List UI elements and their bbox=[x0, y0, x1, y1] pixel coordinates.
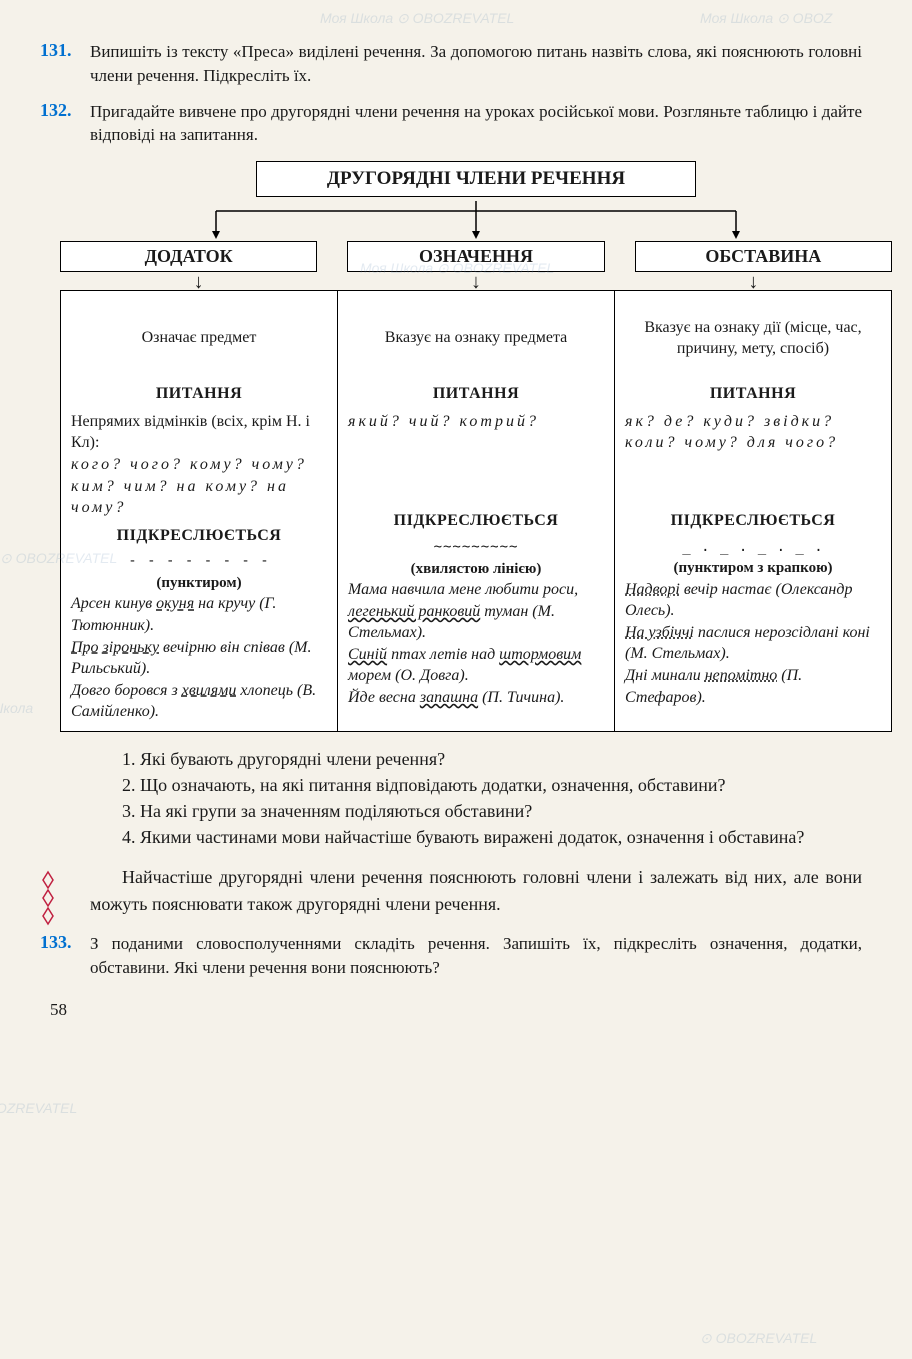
example-sentence: Мама навчила мене любити роси, легенький… bbox=[348, 579, 604, 644]
tree-connector bbox=[86, 201, 866, 241]
exercise-133: 133. З поданими словосполученнями складі… bbox=[90, 932, 862, 980]
watermark: Моя Школа ⊙ OBOZ bbox=[700, 10, 832, 27]
example-sentence: На узбіччі паслися нерозсідлані коні (М.… bbox=[625, 622, 881, 665]
exercise-number: 133. bbox=[40, 932, 72, 953]
question-words: який? чий? котрий? bbox=[348, 411, 604, 433]
section-heading: ПИТАННЯ bbox=[71, 383, 327, 405]
exercise-132: 132. Пригадайте вивчене про другорядні ч… bbox=[90, 100, 862, 148]
example-sentence: Синій птах летів над штормовим морем (О.… bbox=[348, 644, 604, 687]
col-header-2: ОЗНАЧЕННЯ bbox=[347, 241, 604, 272]
section-heading: ПІДКРЕСЛЮЄТЬСЯ bbox=[625, 510, 881, 532]
diagram: ДРУГОРЯДНІ ЧЛЕНИ РЕЧЕННЯ ДОДАТОК ОЗНАЧЕН… bbox=[60, 161, 892, 732]
rule-text: Найчастіше другорядні члени речення пояс… bbox=[90, 867, 862, 914]
table-col-3: Вказує на ознаку дії (місце, час, причин… bbox=[614, 291, 891, 731]
section-heading: ПІДКРЕСЛЮЄТЬСЯ bbox=[71, 525, 327, 547]
exercise-text: Випишіть із тексту «Преса» виділені рече… bbox=[90, 40, 862, 88]
underline-pattern: - - - - - - - - bbox=[71, 552, 327, 571]
down-arrow-icon: ↓ bbox=[615, 274, 892, 290]
section-heading: ПІДКРЕСЛЮЄТЬСЯ bbox=[348, 510, 604, 532]
question-words: як? де? куди? звідки? коли? чому? для чо… bbox=[625, 411, 881, 454]
question-words: кого? чого? кому? чому? ким? чим? на ком… bbox=[71, 454, 327, 519]
watermark: ⊙ OBOZREVATEL bbox=[0, 1100, 77, 1117]
meaning-cell: Вказує на ознаку предмета bbox=[348, 299, 604, 377]
col-header-1: ДОДАТОК bbox=[60, 241, 317, 272]
pattern-note: (пунктиром) bbox=[71, 573, 327, 593]
question-item: 1. Які бувають другорядні члени речення? bbox=[90, 746, 862, 772]
table-col-1: Означає предмет ПИТАННЯ Непрямих відмінк… bbox=[61, 291, 337, 731]
arrow-row: ↓ ↓ ↓ bbox=[60, 274, 892, 290]
question-item: 4. Якими частинами мови найчастіше буваю… bbox=[90, 824, 862, 850]
example-sentence: Довго боровся з хвилями хлопець (В. Самі… bbox=[71, 680, 327, 723]
col-header-3: ОБСТАВИНА bbox=[635, 241, 892, 272]
underline-pattern: _ . _ . _ . _ . bbox=[625, 538, 881, 557]
diagram-table: Означає предмет ПИТАННЯ Непрямих відмінк… bbox=[60, 290, 892, 732]
exercise-131: 131. Випишіть із тексту «Преса» виділені… bbox=[90, 40, 862, 88]
question-item: 3. На які групи за значенням поділяються… bbox=[90, 798, 862, 824]
rule-paragraph: Найчастіше другорядні члени речення пояс… bbox=[90, 864, 862, 918]
table-col-2: Вказує на ознаку предмета ПИТАННЯ який? … bbox=[337, 291, 614, 731]
question-intro: Непрямих відмінків (всіх, крім Н. і Кл): bbox=[71, 411, 327, 454]
down-arrow-icon: ↓ bbox=[337, 274, 614, 290]
down-arrow-icon: ↓ bbox=[60, 274, 337, 290]
underline-pattern: ~~~~~~~~~ bbox=[348, 538, 604, 557]
watermark: Моя Школа bbox=[0, 700, 33, 716]
exercise-number: 132. bbox=[40, 100, 72, 121]
meaning-cell: Означає предмет bbox=[71, 299, 327, 377]
exercise-text: Пригадайте вивчене про другорядні члени … bbox=[90, 100, 862, 148]
exercise-text: З поданими словосполученнями складіть ре… bbox=[90, 932, 862, 980]
example-sentence: Арсен кинув окуня на кручу (Г. Тютюнник)… bbox=[71, 593, 327, 636]
pattern-note: (хвилястою лінією) bbox=[348, 559, 604, 579]
question-item: 2. Що означають, на які питання відповід… bbox=[90, 772, 862, 798]
column-headers-row: ДОДАТОК ОЗНАЧЕННЯ ОБСТАВИНА bbox=[60, 241, 892, 272]
example-sentence: Про зіроньку вечірню він співав (М. Риль… bbox=[71, 637, 327, 680]
questions-list: 1. Які бувають другорядні члени речення?… bbox=[90, 746, 862, 850]
page-number: 58 bbox=[50, 1000, 862, 1020]
watermark: ⊙ OBOZREVATEL bbox=[700, 1330, 817, 1347]
pattern-note: (пунктиром з крапкою) bbox=[625, 558, 881, 578]
section-heading: ПИТАННЯ bbox=[625, 383, 881, 405]
diagram-title: ДРУГОРЯДНІ ЧЛЕНИ РЕЧЕННЯ bbox=[256, 161, 696, 197]
example-sentence: Дні минали непомітно (П. Стефаров). bbox=[625, 665, 881, 708]
exercise-number: 131. bbox=[40, 40, 72, 61]
section-heading: ПИТАННЯ bbox=[348, 383, 604, 405]
meaning-cell: Вказує на ознаку дії (місце, час, причин… bbox=[625, 299, 881, 377]
watermark: Моя Школа ⊙ OBOZREVATEL bbox=[320, 10, 514, 27]
example-sentence: Надворі вечір настає (Олександр Олесь). bbox=[625, 579, 881, 622]
rule-marker-icon bbox=[40, 870, 56, 940]
example-sentence: Йде весна запашна (П. Тичина). bbox=[348, 687, 604, 709]
